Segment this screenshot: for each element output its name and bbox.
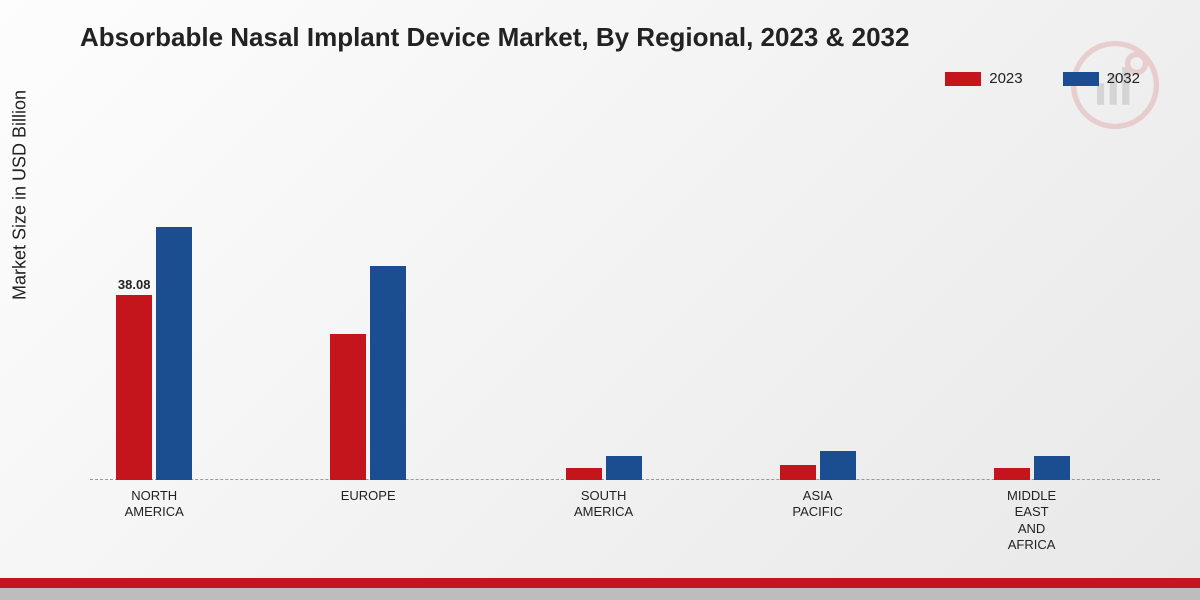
bar-group-europe [308,266,428,480]
chart-title: Absorbable Nasal Implant Device Market, … [80,22,909,53]
legend-swatch-2023 [945,72,981,86]
bar-2032-europe [370,266,406,480]
legend-swatch-2032 [1063,72,1099,86]
footer-gray-stripe [0,588,1200,600]
bar-2023-south-america [566,468,602,480]
legend-item-2023: 2023 [945,70,1022,87]
bar-group-mea [972,456,1092,480]
plot-area: 38.08 [90,130,1160,480]
footer-bar [0,578,1200,600]
bar-value-label: 38.08 [118,277,151,292]
bar-2032-north-america [156,227,192,480]
bar-2023-north-america: 38.08 [116,295,152,480]
legend-label-2023: 2023 [989,70,1022,87]
bar-2032-mea [1034,456,1070,480]
bar-2023-mea [994,468,1030,480]
legend: 2023 2032 [945,70,1140,87]
bar-group-south-america [544,456,664,480]
bar-2032-asia-pacific [820,451,856,480]
bar-2023-europe [330,334,366,480]
bar-2032-south-america [606,456,642,480]
footer-red-stripe [0,578,1200,588]
x-axis-labels: NORTH AMERICA EUROPE SOUTH AMERICA ASIA … [90,480,1160,560]
legend-item-2032: 2032 [1063,70,1140,87]
bar-group-asia-pacific [758,451,878,480]
legend-label-2032: 2032 [1107,70,1140,87]
bar-group-north-america: 38.08 [94,227,214,480]
y-axis-label: Market Size in USD Billion [10,90,31,300]
bar-2023-asia-pacific [780,465,816,480]
